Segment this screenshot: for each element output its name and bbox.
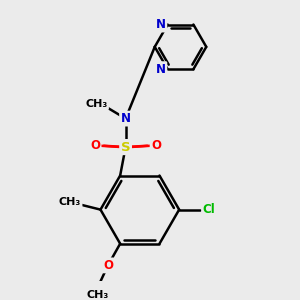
Text: N: N: [156, 63, 166, 76]
Text: CH₃: CH₃: [87, 290, 109, 299]
Text: O: O: [103, 259, 113, 272]
Text: O: O: [151, 139, 161, 152]
Text: CH₃: CH₃: [85, 99, 108, 109]
Text: Cl: Cl: [202, 203, 215, 216]
Text: S: S: [121, 141, 130, 154]
Text: CH₃: CH₃: [59, 197, 81, 207]
Text: N: N: [121, 112, 130, 125]
Text: N: N: [156, 18, 166, 31]
Text: O: O: [90, 139, 100, 152]
